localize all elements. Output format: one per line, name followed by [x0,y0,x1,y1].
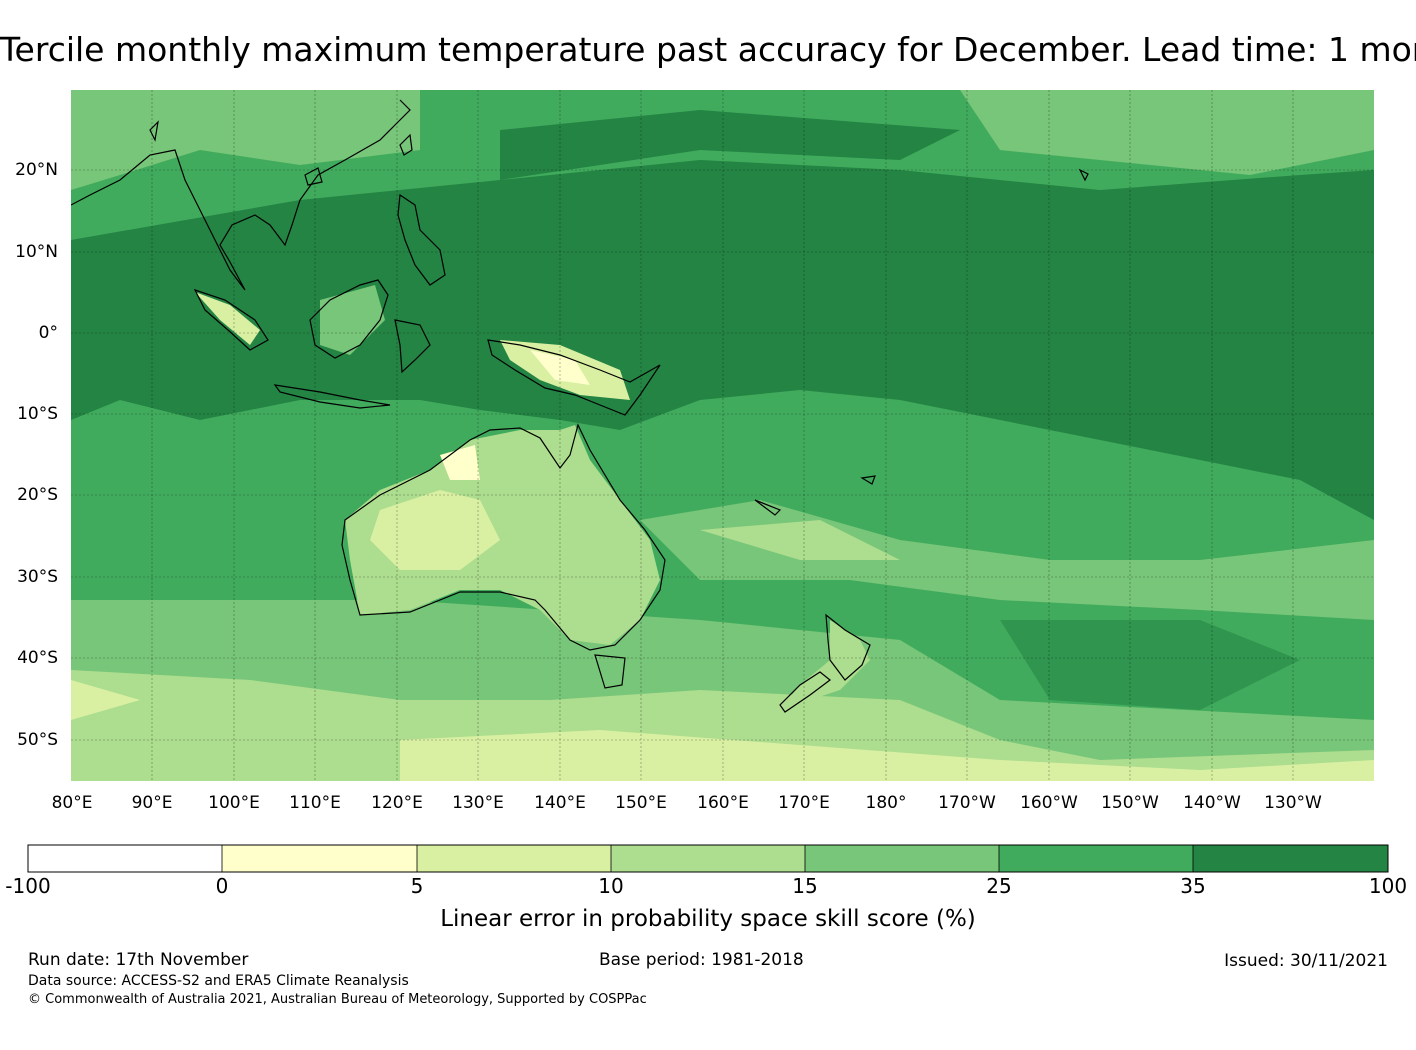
lat-label: 30°S [17,567,58,587]
field-indian-ocean [71,420,300,560]
new-guinea-coast [487,339,661,416]
field-new-guinea-highlands [530,350,590,385]
asia-mainland-coast [71,99,411,291]
lat-label: 10°N [15,242,58,262]
graticule [71,90,1374,781]
india-tip [149,120,159,142]
lon-label: 150°W [1101,793,1159,813]
lat-label: 50°S [17,730,58,750]
colorbar-segment [417,845,611,872]
lon-label: 100°E [208,793,260,813]
field-south-pacific-dark [1000,620,1300,710]
nz-north-island [825,613,871,681]
lon-label: 120°E [371,793,423,813]
field-australia-west-interior [370,490,500,570]
new-caledonia-coast [754,499,782,516]
colorbar-segment [1193,845,1388,872]
colorbar-tick: 10 [598,874,624,898]
colorbar-frame [27,844,1389,873]
issued-date: Issued: 30/11/2021 [1224,951,1388,971]
lon-label: 90°E [131,793,173,813]
lat-label: 0° [38,323,58,343]
borneo-coast [309,279,389,359]
field-borneo [320,285,385,355]
map-title: Tercile monthly maximum temperature past… [0,30,1416,69]
base-period: Base period: 1981-2018 [599,950,804,970]
skill-map [71,90,1374,781]
field-sumatra [195,292,260,345]
taiwan-coast [399,133,413,156]
field-north-pacific [960,90,1374,175]
australia-coast [341,423,666,651]
lon-label: 180° [865,793,907,813]
data-source: Data source: ACCESS-S2 and ERA5 Climate … [28,973,409,989]
lon-label: 170°W [938,793,996,813]
java-coast [273,384,391,409]
lon-label: 160°E [697,793,749,813]
colorbar-tick: 5 [410,874,424,898]
colorbar-segment [222,845,417,872]
lat-label: 10°S [17,404,58,424]
lon-label: 130°E [452,793,504,813]
field-equatorial-band [71,160,1374,520]
field-sw-patch [71,680,140,720]
sumatra-coast [193,288,269,351]
colorbar-tick: 100 [1368,874,1408,898]
lon-label: 80°E [51,793,93,813]
colorbar-segment [28,845,222,872]
colorbar-segment [611,845,805,872]
lat-label: 20°S [17,485,58,505]
lon-label: 160°W [1020,793,1078,813]
philippines-coast [397,193,446,286]
lon-label: 170°E [778,793,830,813]
colorbar-label: Linear error in probability space skill … [440,906,976,932]
colorbar-segment [805,845,999,872]
field-sea-asia [71,90,420,190]
lon-label: 130°W [1264,793,1322,813]
field-australia [345,425,660,645]
colorbar-tick: 15 [792,874,818,898]
lon-label: 110°E [289,793,341,813]
field-north-west-pacific [500,110,960,180]
field-south-pacific-light [700,520,900,560]
lon-label: 150°E [615,793,667,813]
colorbar-tick: 0 [215,874,229,898]
colorbar-tick: -100 [5,874,51,898]
field-kimberley [440,445,480,480]
colorbar-tick: 35 [1180,874,1206,898]
run-date: Run date: 17th November [28,950,249,970]
coastlines [71,99,1089,713]
sulawesi-coast [394,319,431,374]
field-southern-ocean-light [71,670,1374,781]
hawaii-coast [1078,168,1089,182]
copyright: © Commonwealth of Australia 2021, Austra… [28,992,647,1007]
lon-label: 140°W [1183,793,1241,813]
lat-label: 20°N [15,160,58,180]
field-new-zealand [780,620,870,710]
lat-label: 40°S [17,648,58,668]
fiji-coast [860,475,876,485]
tasmania-coast [594,654,626,689]
colorbar [27,844,1389,873]
colorbar-segment [999,845,1193,872]
lon-label: 140°E [534,793,586,813]
hainan-coast [304,167,323,186]
colorbar-tick: 25 [986,874,1012,898]
field-southern-edge [400,730,1374,781]
nz-south-island [779,671,831,713]
